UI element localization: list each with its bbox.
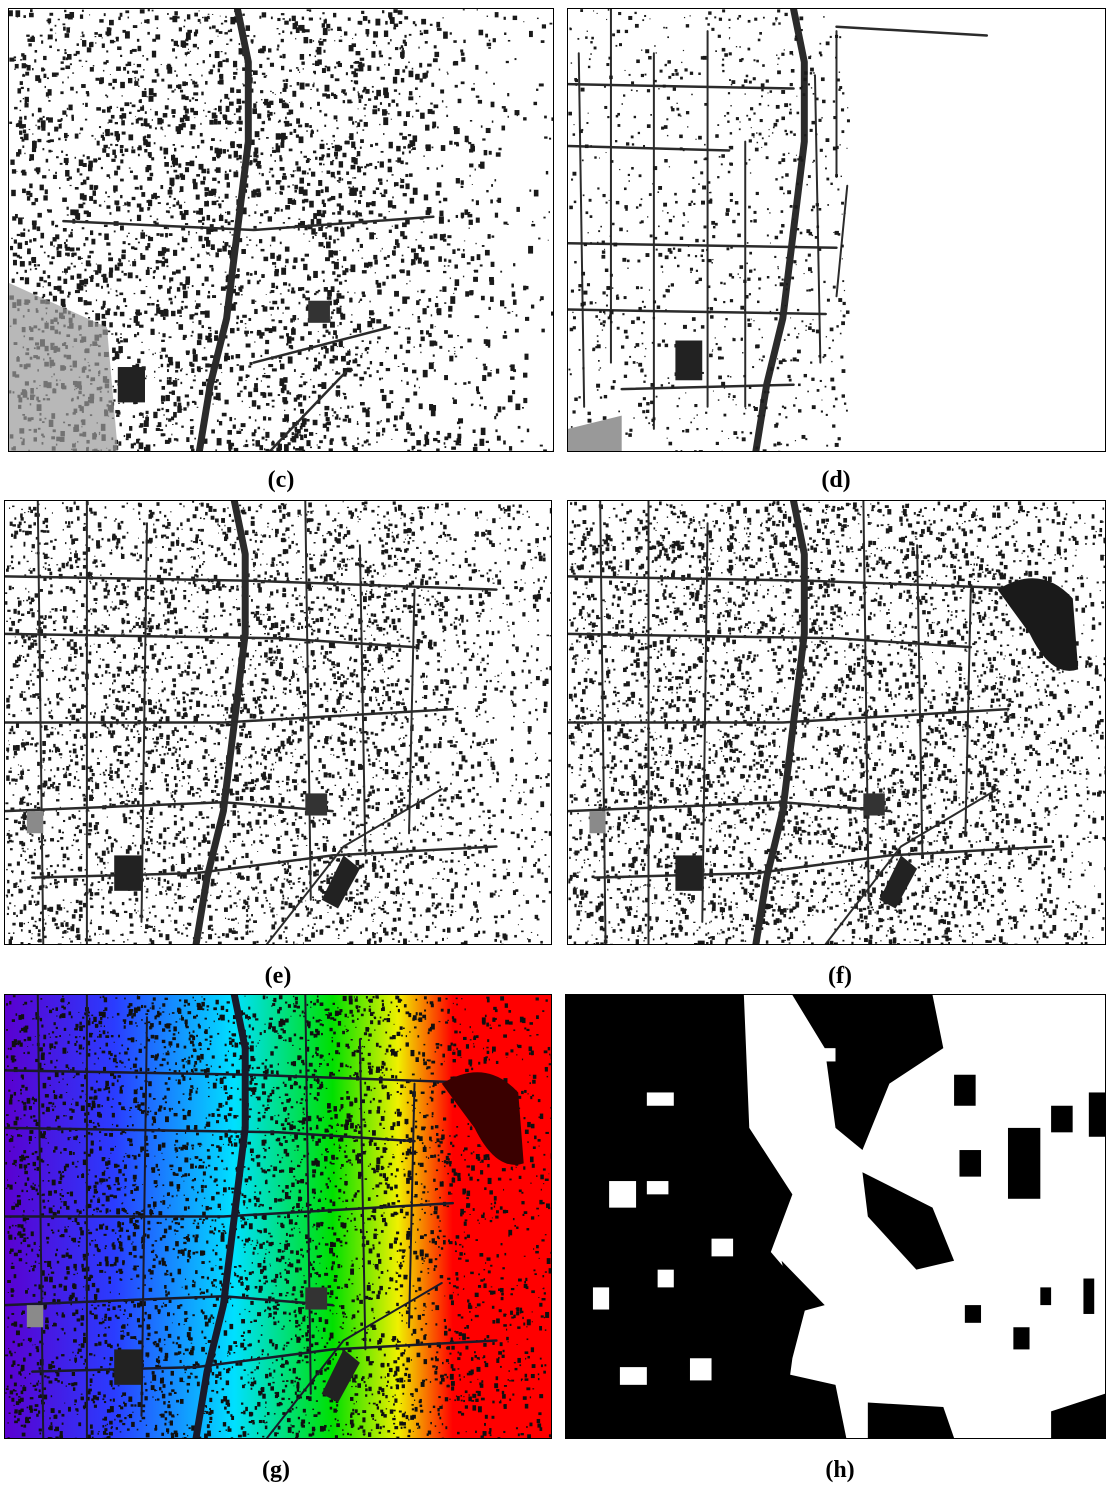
caption-g: (g): [262, 1457, 290, 1483]
panel-h-image: [565, 994, 1106, 1439]
caption-d: (d): [821, 467, 851, 493]
caption-e: (e): [264, 963, 292, 989]
panel-d-image: [567, 8, 1106, 452]
panel-d-figure: [568, 9, 1105, 451]
panel-c-image: [8, 8, 554, 452]
panel-g-image: [4, 994, 552, 1439]
panel-f-figure: [568, 501, 1105, 944]
panel-c-figure: [9, 9, 553, 451]
caption-c: (c): [267, 467, 295, 493]
caption-h: (h): [825, 1457, 855, 1483]
panel-f-image: [567, 500, 1106, 945]
panel-e-figure: [5, 501, 551, 944]
panel-h-figure: [566, 995, 1105, 1438]
panel-g-figure: [5, 995, 551, 1438]
caption-f: (f): [828, 963, 852, 989]
panel-e-image: [4, 500, 552, 945]
